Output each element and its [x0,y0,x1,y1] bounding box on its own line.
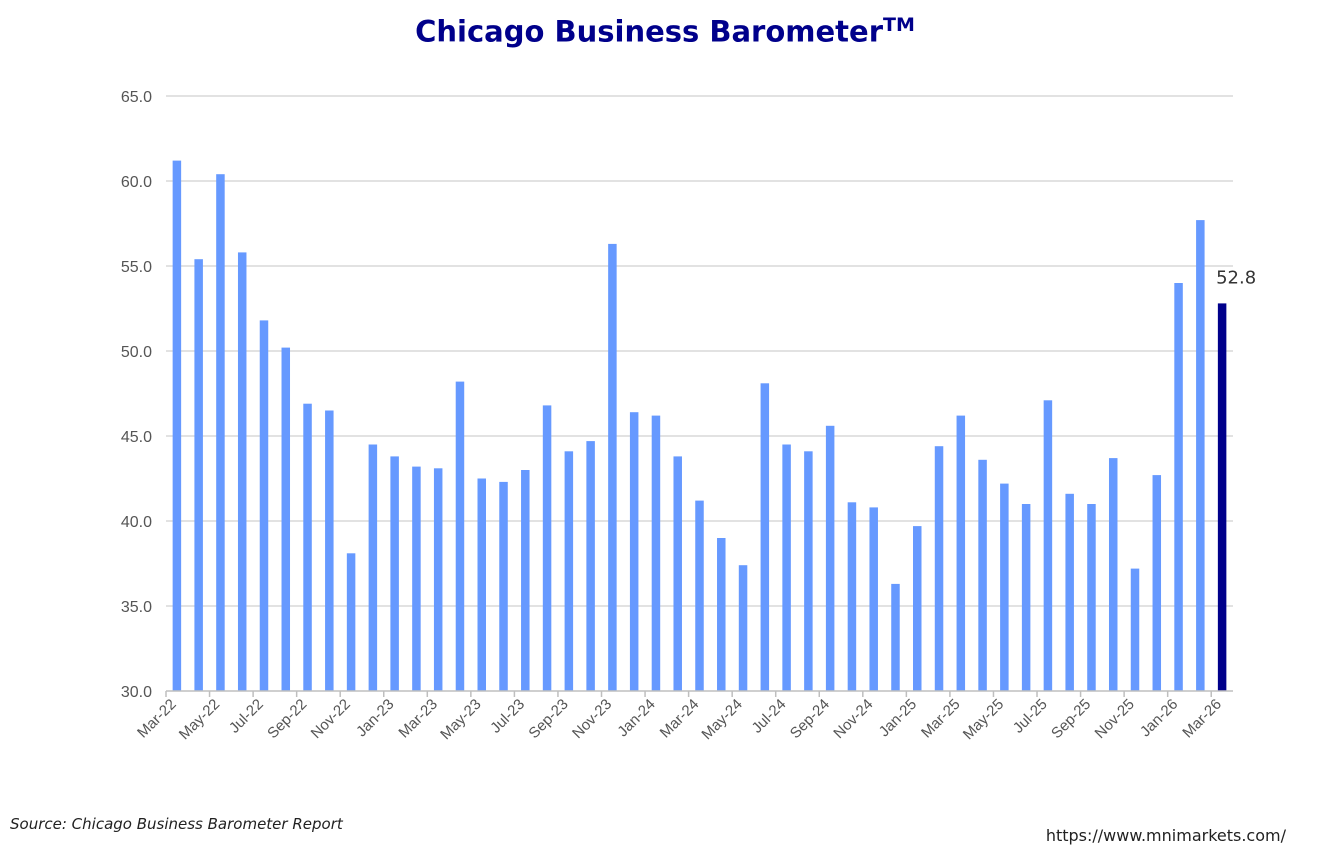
bar-oct-22 [325,410,334,691]
bar-apr-22 [194,259,203,691]
bar-apr-25 [978,459,987,691]
x-tick-label: Jan-24 [614,696,658,740]
x-tick-label: Sep-22 [264,696,310,742]
bar-jun-22 [237,252,247,691]
bar-jan-24 [651,415,661,691]
bar-oct-23 [586,441,595,691]
bar-sep-24 [825,425,835,691]
x-axis [165,690,1233,697]
x-tick-label: Nov-23 [569,696,615,742]
bar-aug-24 [804,451,813,691]
bar-jan-25 [913,526,922,691]
y-tick-label: 60.0 [121,174,152,191]
bar-nov-23 [608,243,617,691]
x-tick-label: Jan-26 [1137,696,1181,740]
bar-jan-26 [1174,283,1183,691]
bar-oct-25 [1108,458,1118,691]
x-tick-label: Jan-25 [876,696,920,740]
bar-may-22 [216,174,225,691]
data-labels: 52.8 [1216,267,1256,288]
bar-nov-25 [1130,568,1140,691]
bar-jul-22 [259,320,269,691]
bar-sep-23 [564,451,574,691]
bar-feb-23 [412,466,421,691]
bar-oct-24 [847,502,857,691]
x-tick-label: Mar-25 [918,696,964,742]
x-tick-label: Sep-24 [787,696,833,742]
x-tick-label: Sep-25 [1048,696,1094,742]
chart-title-text: Chicago Business Barometer [415,14,884,49]
y-tick-label: 55.0 [121,259,152,276]
source-note: Source: Chicago Business Barometer Repor… [10,815,343,833]
bar-dec-25 [1152,475,1162,691]
bar-may-23 [477,478,486,691]
bar-may-25 [1000,483,1009,691]
bar-jun-23 [499,481,508,691]
bar-mar-24 [695,500,704,691]
trademark-superscript: TM [883,14,915,36]
bar-feb-26 [1196,220,1205,691]
y-tick-label: 65.0 [121,89,152,106]
bar-apr-24 [717,538,726,691]
y-axis-labels: 30.0 35.0 40.0 45.0 50.0 55.0 60.0 65.0 [121,89,152,701]
bar-jun-24 [760,383,770,691]
x-tick-label: Jul-23 [487,696,528,737]
x-tick-label: Jul-24 [749,696,790,737]
chart-title: Chicago Business BarometerTM [0,14,1330,49]
data-label-last: 52.8 [1216,267,1256,288]
bar-feb-25 [934,446,944,691]
x-tick-label: May-24 [698,696,745,743]
bar-jul-24 [782,444,791,691]
y-tick-label: 50.0 [121,344,152,361]
bar-dec-24 [891,583,900,691]
x-tick-label: Sep-23 [525,696,571,742]
bar-mar-22 [172,160,182,692]
bar-feb-24 [673,456,682,691]
bar-may-24 [738,565,748,691]
x-tick-label: Mar-22 [134,696,180,742]
x-tick-label: Mar-24 [657,696,703,742]
bar-aug-23 [542,405,552,691]
x-tick-label: May-23 [437,696,484,743]
x-tick-label: May-25 [960,696,1007,743]
bar-dec-23 [629,412,639,691]
x-tick-label: May-22 [176,696,223,743]
bars [172,160,1227,692]
bar-nov-22 [346,553,356,691]
bar-mar-23 [433,468,443,691]
x-tick-label: Jul-25 [1010,696,1051,737]
y-tick-label: 30.0 [121,684,152,701]
y-tick-label: 45.0 [121,429,152,446]
bar-sep-22 [303,403,312,691]
bar-nov-24 [869,507,878,691]
bar-apr-23 [455,381,465,691]
x-tick-label: Jul-22 [226,696,267,737]
y-tick-label: 40.0 [121,514,152,531]
x-tick-label: Jan-23 [353,696,397,740]
bar-jan-23 [390,456,399,691]
bar-aug-22 [281,347,291,691]
bar-mar-26 [1217,303,1227,691]
x-tick-label: Mar-23 [395,696,441,742]
x-tick-label: Nov-24 [830,696,876,742]
bar-jul-25 [1043,400,1053,691]
x-tick-label: Mar-26 [1179,696,1225,742]
x-tick-label: Nov-22 [308,696,354,742]
bar-aug-25 [1065,493,1074,691]
y-tick-label: 35.0 [121,599,152,616]
site-url[interactable]: https://www.mnimarkets.com/ [1045,826,1286,845]
bar-sep-25 [1087,504,1096,691]
bar-jul-23 [521,470,530,691]
bar-jun-25 [1021,504,1031,691]
x-tick-label: Nov-25 [1092,696,1138,742]
bar-mar-25 [956,415,966,691]
bar-dec-22 [368,444,378,691]
